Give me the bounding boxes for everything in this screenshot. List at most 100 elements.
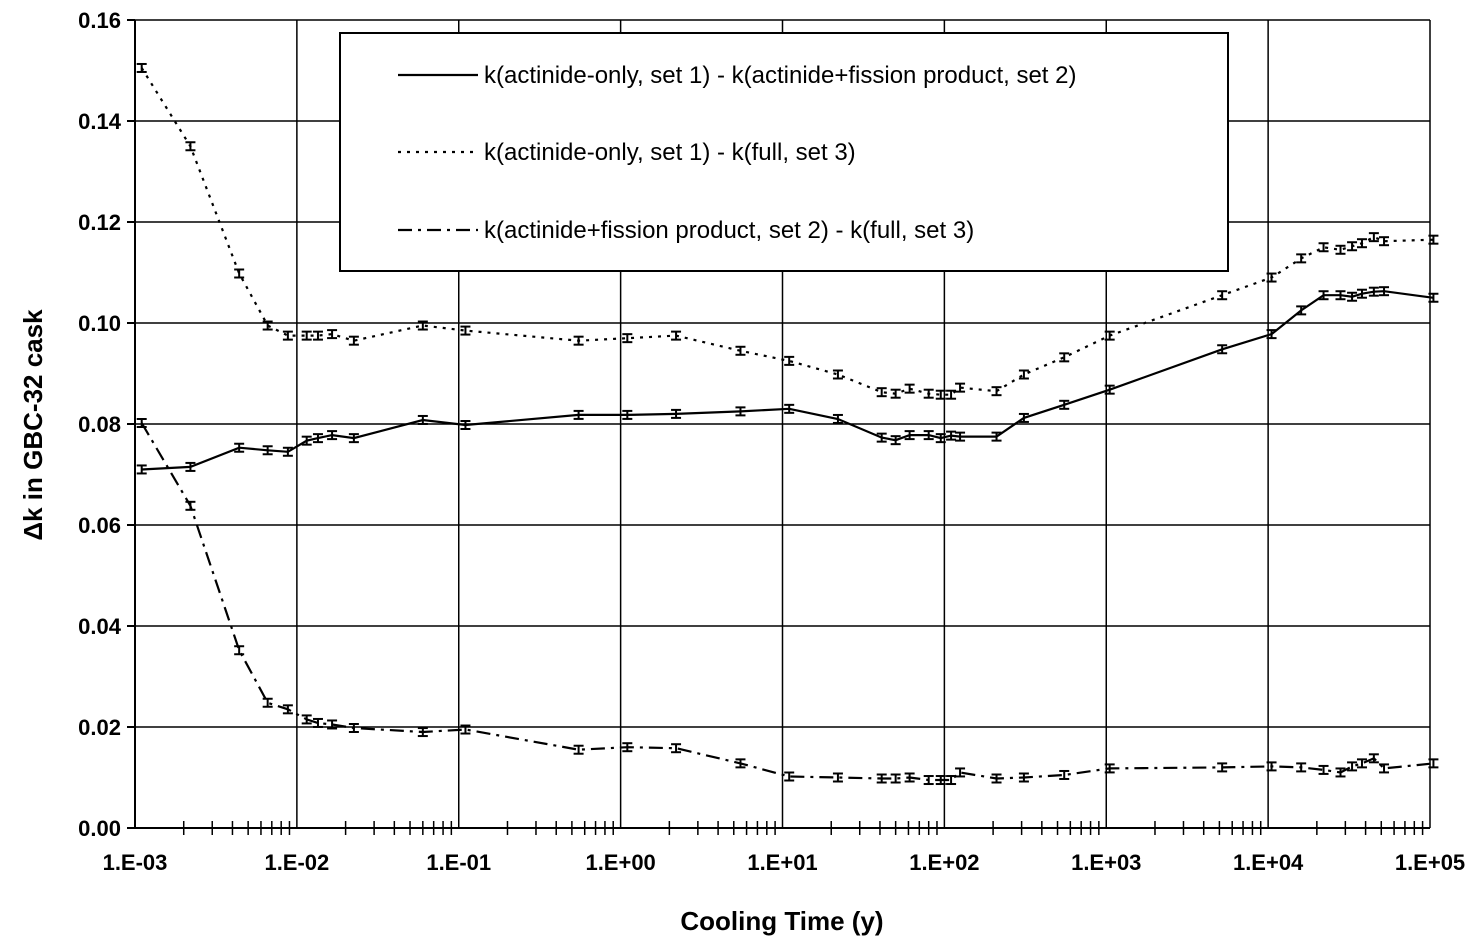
data-point	[417, 727, 428, 738]
data-point	[460, 724, 471, 735]
data-point	[262, 697, 273, 708]
data-point	[234, 442, 245, 453]
data-point	[735, 758, 746, 769]
data-point	[282, 704, 293, 715]
data-point	[784, 771, 795, 782]
data-point	[876, 773, 887, 784]
data-point	[832, 772, 843, 783]
data-point	[1104, 330, 1115, 341]
data-point	[890, 388, 901, 399]
data-point	[234, 268, 245, 279]
data-point	[1356, 238, 1367, 249]
data-point	[1428, 758, 1439, 769]
data-point	[1379, 286, 1390, 297]
data-point	[671, 408, 682, 419]
series-line	[140, 422, 1434, 782]
data-point	[1368, 286, 1379, 297]
data-point	[923, 775, 934, 786]
data-point	[991, 386, 1002, 397]
x-tick-label: 1.E-02	[264, 850, 329, 875]
data-point	[417, 320, 428, 331]
data-point	[262, 445, 273, 456]
series-3	[136, 417, 1439, 786]
legend-label-2: k(actinide-only, set 1) - k(full, set 3)	[484, 139, 856, 166]
data-point	[1266, 329, 1277, 340]
data-point	[1296, 253, 1307, 264]
data-point	[890, 773, 901, 784]
data-point	[1059, 352, 1070, 363]
data-point	[327, 430, 338, 441]
data-point	[735, 345, 746, 356]
data-point	[622, 742, 633, 753]
data-point	[136, 464, 147, 475]
data-point	[1266, 272, 1277, 283]
series-line	[140, 67, 1434, 396]
x-tick-label: 1.E+00	[585, 850, 655, 875]
data-point	[136, 417, 147, 428]
data-point	[301, 435, 312, 446]
x-tick-labels: 1.E-03 1.E-02 1.E-01 1.E+00 1.E+01 1.E+02 1.E+…	[103, 850, 1466, 875]
data-point	[935, 433, 946, 444]
data-point	[185, 141, 196, 152]
data-point	[671, 330, 682, 341]
series-line	[141, 290, 1434, 471]
data-point	[1296, 305, 1307, 316]
data-point	[185, 461, 196, 472]
y-tick-labels: 0.00 0.02 0.04 0.06 0.08 0.10 0.12 0.14 0.16	[78, 8, 122, 841]
data-point	[1428, 234, 1439, 245]
data-point	[935, 775, 946, 786]
data-point	[784, 403, 795, 414]
data-point	[301, 330, 312, 341]
data-point	[904, 772, 915, 783]
data-point	[1347, 241, 1358, 252]
data-point	[991, 431, 1002, 442]
data-point	[1059, 769, 1070, 780]
series-2	[136, 62, 1439, 400]
data-point	[312, 433, 323, 444]
data-point	[946, 775, 957, 786]
data-point	[904, 383, 915, 394]
data-point	[1266, 761, 1277, 772]
data-point	[784, 355, 795, 366]
data-point	[417, 414, 428, 425]
data-point	[1368, 232, 1379, 243]
data-point	[312, 717, 323, 728]
data-point	[573, 409, 584, 420]
series-1	[136, 286, 1439, 475]
y-tick-label: 0.14	[78, 109, 122, 134]
data-point	[1347, 761, 1358, 772]
data-point	[904, 430, 915, 441]
data-point	[136, 62, 147, 73]
y-tick-label: 0.04	[78, 614, 122, 639]
data-point	[832, 413, 843, 424]
data-point	[1318, 764, 1329, 775]
data-point	[955, 767, 966, 778]
data-point	[348, 723, 359, 734]
y-tick-label: 0.10	[78, 311, 121, 336]
data-point	[1379, 236, 1390, 247]
data-point	[460, 420, 471, 431]
data-point	[671, 743, 682, 754]
data-point	[735, 406, 746, 417]
data-point	[935, 389, 946, 400]
data-point	[282, 446, 293, 457]
data-point	[1059, 399, 1070, 410]
y-tick-label: 0.08	[78, 412, 121, 437]
x-tick-label: 1.E+02	[909, 850, 979, 875]
data-point	[1104, 384, 1115, 395]
x-tick-label: 1.E-01	[426, 850, 491, 875]
data-point	[460, 325, 471, 336]
data-point	[301, 714, 312, 725]
x-tick-label: 1.E+05	[1395, 850, 1465, 875]
x-tick-label: 1.E+03	[1071, 850, 1141, 875]
y-tick-label: 0.16	[78, 8, 121, 33]
data-point	[262, 320, 273, 331]
y-tick-label: 0.02	[78, 715, 121, 740]
data-point	[1335, 244, 1346, 255]
data-point	[1335, 290, 1346, 301]
data-point	[327, 329, 338, 340]
series-layer	[136, 62, 1439, 786]
data-point	[1368, 753, 1379, 764]
legend: k(actinide-only, set 1) - k(actinide+fis…	[339, 32, 1229, 272]
